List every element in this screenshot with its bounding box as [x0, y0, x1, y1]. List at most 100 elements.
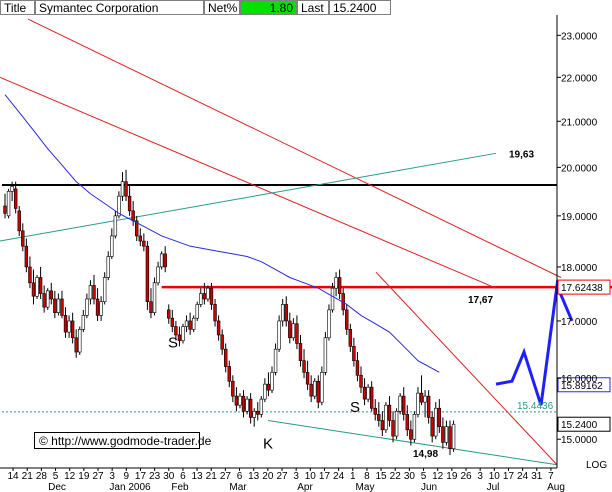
candle-up — [6, 191, 11, 217]
x-tick-label: 17 — [503, 471, 515, 482]
candle-up — [327, 309, 331, 339]
candle-down — [241, 395, 246, 412]
candle-down — [174, 326, 178, 336]
candle-up — [416, 392, 420, 415]
annotations: 17.62438 15.89162 15.4436 15.2400 19,63 17,67… — [168, 149, 611, 460]
x-axis: 14 21 28 5 12 19 27 3 9 17 23 30 6 13 21 27 6 13 20 27 3 10 17… — [0, 467, 565, 492]
moving-average-layer — [4, 94, 440, 373]
candle-down — [188, 320, 192, 330]
candle-down — [302, 360, 306, 373]
candle-down — [362, 386, 367, 400]
candle-up — [412, 414, 417, 440]
candle-down — [345, 309, 349, 330]
candle-up — [106, 256, 110, 278]
y-tick-label: 18.0000 — [561, 263, 598, 274]
candle-up — [313, 380, 317, 397]
candle-down — [53, 298, 57, 313]
month-label: Jul — [487, 482, 500, 492]
candle-down — [70, 320, 75, 339]
candle-down — [231, 380, 235, 397]
candle-down — [60, 298, 64, 316]
candle-down — [369, 386, 374, 409]
x-tick-label: 3 — [109, 471, 115, 482]
candle-up — [67, 320, 71, 333]
x-tick-label: 17 — [135, 471, 147, 482]
candle-down — [124, 181, 128, 197]
red-channel-lower-line — [375, 271, 558, 466]
candle-up — [81, 315, 86, 330]
copyright-box: © http://www.godmode-trader.de — [34, 432, 211, 449]
x-tick-label: 27 — [276, 471, 288, 482]
candle-up — [10, 186, 14, 192]
x-tick-label: 27 — [92, 471, 104, 482]
candle-up — [434, 407, 438, 437]
candle-down — [202, 293, 207, 300]
outer-red-channel-upper-line — [27, 18, 562, 278]
candle-down — [409, 429, 413, 440]
plot-area — [0, 15, 557, 468]
x-tick-label: 28 — [36, 471, 48, 482]
candle-down — [92, 285, 96, 300]
x-tick-label: 24 — [333, 471, 345, 482]
candle-down — [28, 266, 32, 284]
candle-up — [291, 323, 296, 339]
month-label: May — [356, 482, 375, 492]
candle-down — [209, 287, 214, 305]
y-tick-label: 17.0000 — [561, 317, 598, 328]
candle-down — [149, 301, 153, 313]
candle-down — [248, 398, 253, 418]
candle-down — [127, 195, 132, 212]
candle-up — [238, 395, 242, 406]
candle-up — [206, 287, 210, 300]
x-tick-label: 30 — [404, 471, 416, 482]
overlay-lines — [0, 18, 612, 466]
candle-up — [99, 301, 103, 316]
y-tick-label: 23.0000 — [561, 31, 598, 42]
candle-up — [199, 293, 203, 305]
candle-down — [24, 245, 29, 268]
candle-up — [273, 348, 278, 373]
month-label: Apr — [297, 482, 313, 492]
price-label-teal: 15.4436 — [517, 401, 554, 412]
candle-down — [63, 315, 68, 333]
candle-up — [102, 277, 107, 302]
x-tick-label: 12 — [64, 471, 76, 482]
candle-up — [280, 304, 285, 322]
candle-down — [38, 277, 43, 294]
candle-down — [305, 372, 310, 385]
candle-down — [316, 380, 320, 403]
x-tick-label: 19 — [78, 471, 90, 482]
candle-down — [359, 374, 363, 388]
header-net-label: Net% — [204, 0, 240, 15]
month-label: Jan 2006 — [109, 482, 151, 492]
candle-up — [277, 320, 281, 350]
candle-up — [56, 298, 61, 313]
candle-down — [21, 230, 25, 247]
candle-down — [17, 210, 21, 232]
level-label: 17,67 — [468, 295, 493, 306]
candle-down — [309, 383, 313, 397]
candle-down — [380, 420, 385, 431]
candle-up — [117, 195, 121, 217]
y-tick-label: 16.0000 — [561, 374, 598, 385]
candle-down — [355, 360, 360, 376]
x-tick-label: 1 — [350, 471, 356, 482]
candle-down — [213, 304, 217, 322]
candle-up — [451, 423, 456, 450]
candle-up — [444, 426, 449, 443]
candle-up — [120, 181, 125, 197]
price-label: 15.2400 — [561, 420, 598, 431]
candle-down — [13, 188, 18, 209]
candle-up — [323, 337, 328, 373]
header-last-value: 15.2400 — [329, 0, 391, 15]
x-tick-label: 20 — [262, 471, 274, 482]
candle-up — [384, 404, 388, 431]
candle-down — [95, 298, 100, 316]
x-tick-label: 6 — [180, 471, 186, 482]
x-tick-label: 3 — [293, 471, 299, 482]
month-label: Jun — [421, 482, 437, 492]
candle-up — [78, 329, 82, 353]
candle-down — [227, 366, 231, 382]
candle-up — [113, 215, 118, 237]
candle-up — [88, 285, 93, 300]
